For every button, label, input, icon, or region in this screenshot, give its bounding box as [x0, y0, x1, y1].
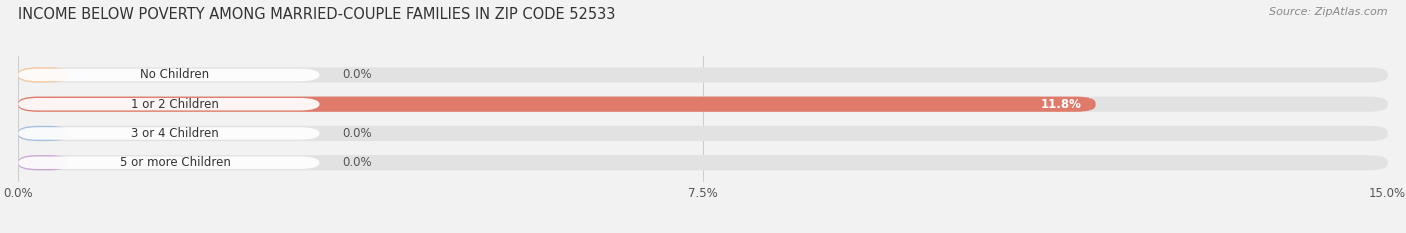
Text: 0.0%: 0.0% [343, 127, 373, 140]
FancyBboxPatch shape [18, 157, 319, 169]
FancyBboxPatch shape [18, 98, 319, 110]
FancyBboxPatch shape [18, 67, 1388, 82]
Text: 1 or 2 Children: 1 or 2 Children [131, 98, 219, 111]
FancyBboxPatch shape [18, 126, 69, 141]
Text: 0.0%: 0.0% [343, 156, 373, 169]
FancyBboxPatch shape [18, 155, 1388, 170]
FancyBboxPatch shape [18, 126, 1388, 141]
FancyBboxPatch shape [18, 97, 1095, 112]
Text: 5 or more Children: 5 or more Children [120, 156, 231, 169]
Text: Source: ZipAtlas.com: Source: ZipAtlas.com [1270, 7, 1388, 17]
Text: 0.0%: 0.0% [343, 69, 373, 82]
Text: 3 or 4 Children: 3 or 4 Children [131, 127, 219, 140]
FancyBboxPatch shape [18, 69, 319, 81]
FancyBboxPatch shape [18, 67, 69, 82]
FancyBboxPatch shape [18, 155, 69, 170]
FancyBboxPatch shape [18, 127, 319, 140]
Text: 11.8%: 11.8% [1040, 98, 1081, 111]
FancyBboxPatch shape [18, 97, 1388, 112]
Text: INCOME BELOW POVERTY AMONG MARRIED-COUPLE FAMILIES IN ZIP CODE 52533: INCOME BELOW POVERTY AMONG MARRIED-COUPL… [18, 7, 616, 22]
Text: No Children: No Children [141, 69, 209, 82]
